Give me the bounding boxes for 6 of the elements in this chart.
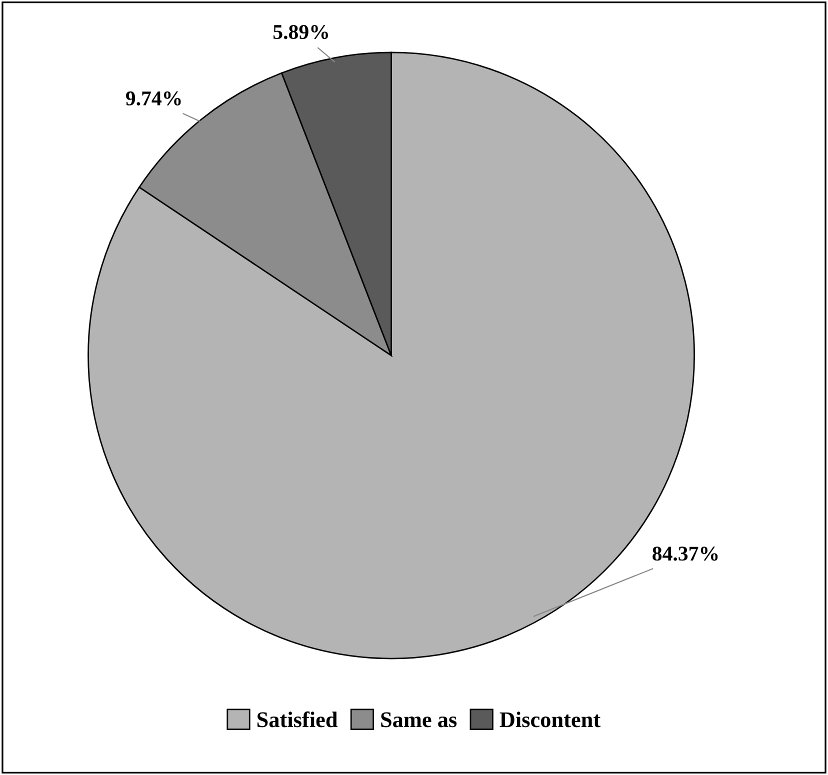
data-label: 9.74% (126, 91, 181, 106)
data-label: 84.37% (652, 546, 718, 561)
legend-label: Discontent (500, 712, 601, 728)
legend-label: Satisfied (257, 711, 338, 728)
legend-label: Same as (381, 712, 457, 728)
data-label: 5.89% (273, 24, 328, 40)
